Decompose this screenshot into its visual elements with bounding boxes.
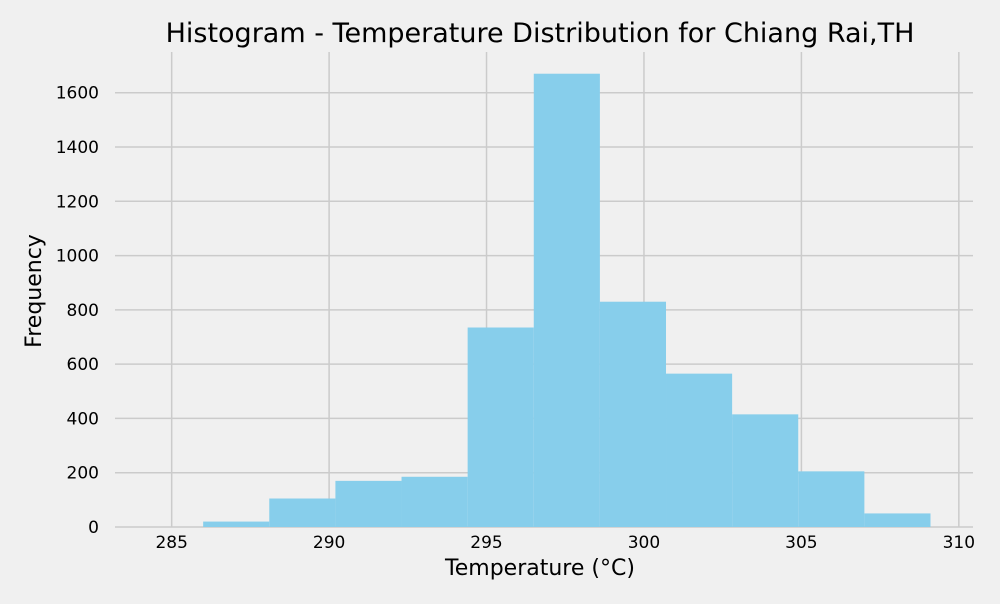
- y-tick-label: 1400: [56, 138, 99, 158]
- y-tick-label: 1600: [56, 84, 99, 104]
- histogram-bar: [401, 476, 468, 527]
- x-tick-label: 290: [313, 533, 345, 553]
- x-tick-label: 295: [470, 533, 502, 553]
- y-tick-label: 200: [67, 464, 99, 484]
- y-tick-label: 1000: [56, 247, 99, 267]
- histogram-bar: [269, 498, 336, 527]
- histogram-bar: [533, 73, 600, 527]
- x-axis-label: Temperature (°C): [444, 556, 635, 581]
- y-axis-label: Frequency: [22, 234, 47, 348]
- x-tick-label: 285: [155, 533, 187, 553]
- y-tick-label: 800: [67, 301, 99, 321]
- histogram-bar: [798, 471, 865, 527]
- y-tick-label: 400: [67, 409, 99, 429]
- y-tick-label: 0: [88, 518, 99, 538]
- histogram-bar: [203, 521, 270, 527]
- y-tick-label: 1200: [56, 192, 99, 212]
- y-tick-label: 600: [67, 355, 99, 375]
- x-tick-label: 305: [785, 533, 817, 553]
- histogram-bars: [203, 73, 931, 527]
- histogram-bar: [732, 414, 799, 527]
- histogram-bar: [335, 480, 402, 527]
- histogram-bar: [864, 513, 931, 527]
- x-tick-label: 300: [628, 533, 660, 553]
- tick-labels: 285 290 295 300 305 310 0 200 400 600 800 1000 1200 1…: [56, 84, 975, 553]
- histogram-bar: [467, 327, 534, 527]
- histogram-bar: [666, 373, 733, 527]
- histogram-bar: [599, 301, 667, 527]
- x-tick-label: 310: [943, 533, 975, 553]
- chart-title: Histogram - Temperature Distribution for…: [166, 18, 915, 49]
